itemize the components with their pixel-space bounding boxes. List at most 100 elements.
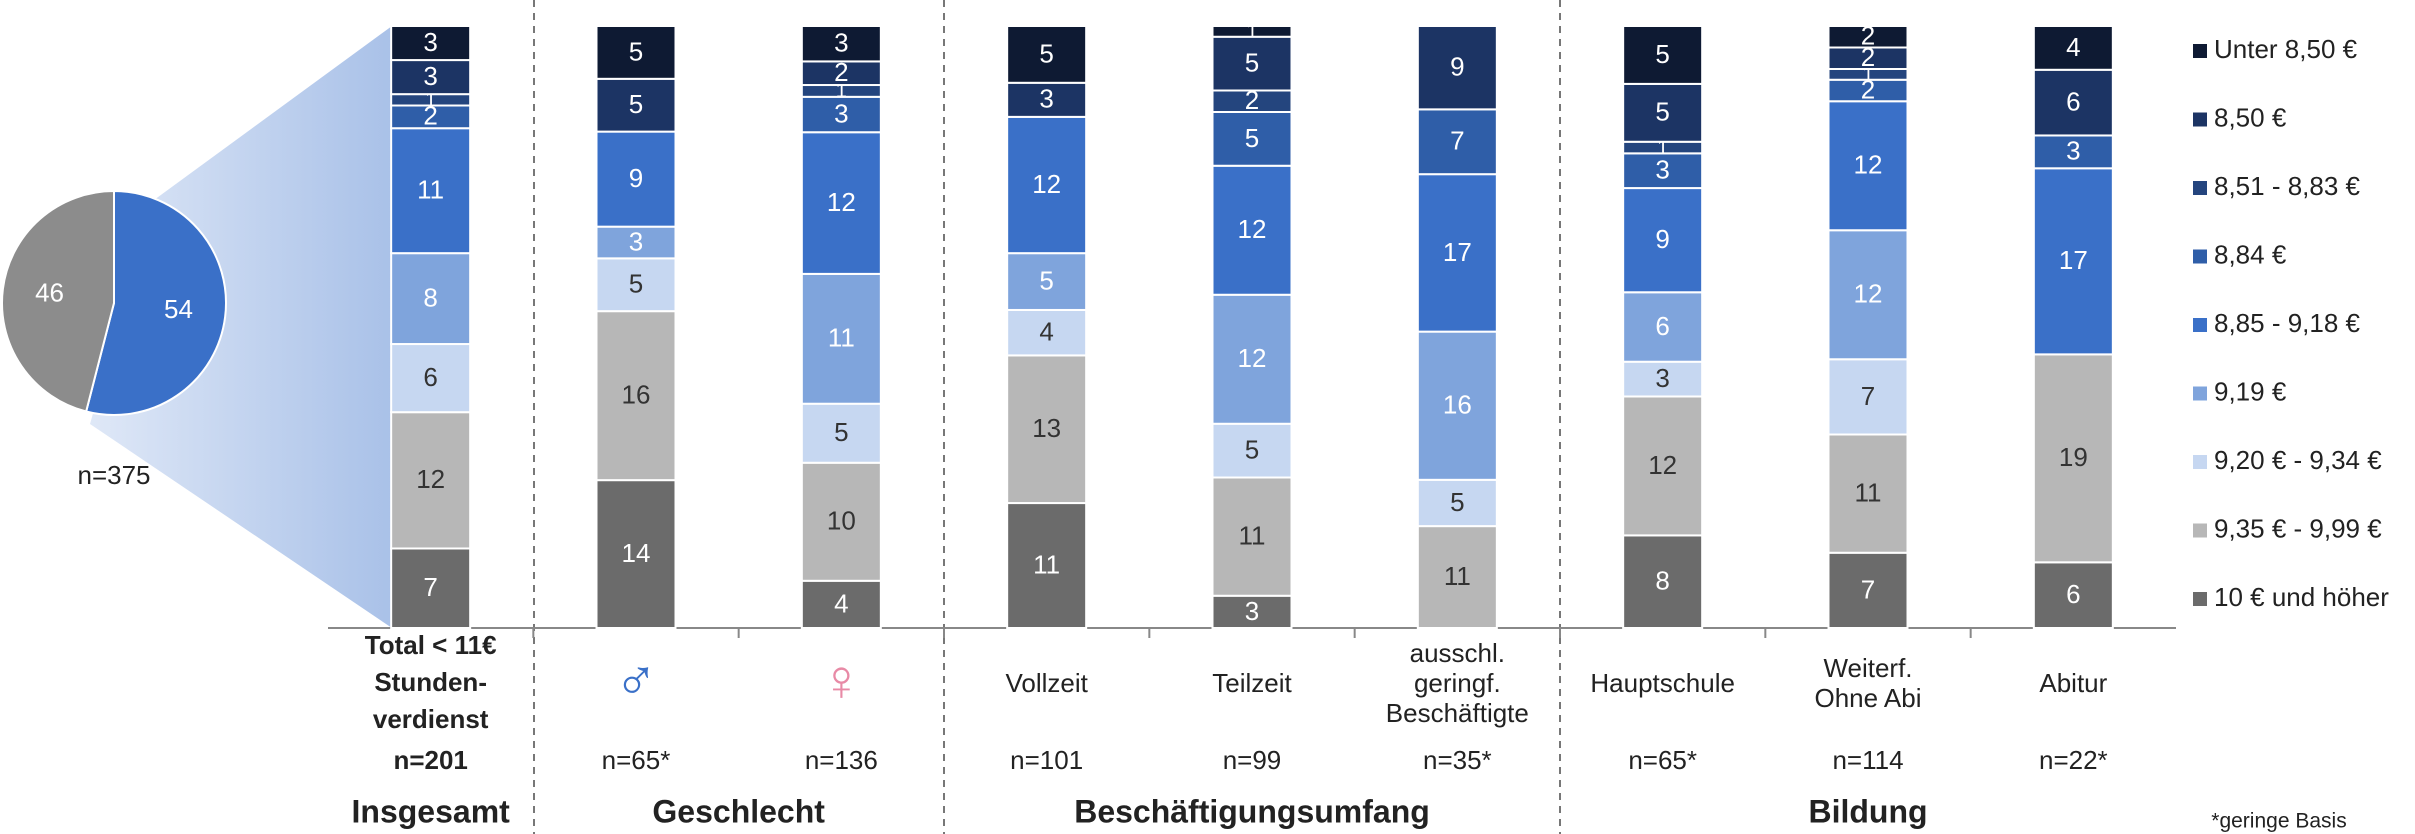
segment-label: 3 — [1245, 596, 1259, 626]
n-label: n=35* — [1423, 745, 1492, 775]
segment-label: 14 — [622, 538, 651, 568]
x-tick-label: ausschl. geringf. Beschäftigte — [1386, 638, 1529, 728]
bar-segment — [595, 479, 677, 629]
n-label: n=22* — [2039, 745, 2108, 775]
segment-label: 5 — [1655, 97, 1669, 127]
n-label: n=201 — [393, 745, 467, 775]
segment-label: 6 — [1655, 311, 1669, 341]
segment-label: 12 — [1854, 150, 1883, 180]
legend-label: 8,84 € — [2214, 239, 2287, 269]
bar-segment — [1827, 433, 1909, 554]
segment-label: 4 — [1039, 317, 1053, 347]
segment-label: 5 — [1039, 265, 1053, 295]
segment-label: 11 — [417, 175, 444, 205]
x-tick-label: Teilzeit — [1212, 668, 1292, 698]
bar-segment — [1006, 354, 1088, 505]
x-tick-label: Weiterf. Ohne Abi — [1815, 653, 1922, 713]
segment-label: 6 — [2066, 86, 2080, 116]
legend-label: 8,51 - 8,83 € — [2214, 171, 2361, 201]
segment-label: 1 — [425, 89, 436, 111]
bar-segment — [1827, 551, 1909, 629]
pie-n-label: n=375 — [77, 460, 150, 490]
segment-label: 9 — [1655, 224, 1669, 254]
n-label: n=65* — [1628, 745, 1697, 775]
pie-slice — [1, 189, 115, 413]
legend-swatch — [2193, 592, 2207, 606]
legend-label: 9,19 € — [2214, 376, 2287, 406]
legend-swatch — [2193, 249, 2207, 264]
legend-swatch — [2193, 386, 2207, 401]
segment-label: 5 — [1245, 123, 1259, 153]
segment-label: 9 — [1450, 52, 1464, 82]
bar-segment — [800, 25, 882, 63]
segment-label: 13 — [1032, 413, 1061, 443]
segment-label: 7 — [423, 572, 437, 602]
legend-swatch — [2193, 181, 2207, 195]
bar-segment — [2032, 68, 2114, 137]
segment-label: 3 — [2066, 136, 2080, 166]
bar-segment — [1622, 152, 1704, 190]
legend-swatch — [2193, 455, 2207, 469]
bar-segment — [1211, 293, 1293, 425]
segment-label: 5 — [629, 89, 643, 119]
bar-segment — [390, 25, 472, 62]
segment-label: 2 — [1861, 21, 1875, 51]
segment-label: 1 — [1862, 64, 1873, 86]
segment-label: 4 — [2066, 32, 2080, 62]
bar-segment — [800, 402, 882, 464]
bar-segment — [1827, 358, 1909, 436]
bar-segment — [1006, 25, 1088, 84]
segment-label: 5 — [1245, 435, 1259, 465]
segment-label: 1 — [1657, 137, 1668, 159]
segment-label: 7 — [1450, 126, 1464, 156]
segment-label: 12 — [1854, 279, 1883, 309]
segment-label: 2 — [1245, 85, 1259, 115]
group-label: Insgesamt — [352, 793, 511, 829]
bar-segment — [1416, 108, 1498, 176]
segment-label: 4 — [834, 588, 848, 618]
x-tick-label: Abitur — [2039, 668, 2107, 698]
bar-segment — [1622, 534, 1704, 630]
segment-label: 8 — [423, 282, 437, 312]
bar-segment — [1006, 502, 1088, 630]
bar-segment — [1622, 25, 1704, 85]
legend-swatch — [2193, 44, 2207, 58]
segment-label: 11 — [1239, 521, 1266, 551]
bar-segment — [595, 130, 677, 228]
segment-label: 11 — [1855, 478, 1882, 508]
segment-label: 6 — [423, 362, 437, 392]
pie-slice — [84, 189, 227, 416]
segment-label: 5 — [629, 269, 643, 299]
segment-label: 3 — [423, 61, 437, 91]
bar-segment — [1416, 478, 1498, 528]
segment-label: 3 — [1655, 363, 1669, 393]
x-tick-label: ♀ — [820, 648, 864, 713]
pie-label: 46 — [35, 278, 64, 308]
segment-label: 2 — [1861, 42, 1875, 72]
segment-label: 5 — [834, 417, 848, 447]
segment-label: 7 — [1861, 574, 1875, 604]
legend-label: 8,50 € — [2214, 102, 2287, 132]
segment-label: 3 — [834, 28, 848, 58]
bar-segment — [1211, 594, 1293, 629]
legend-label: 9,35 € - 9,99 € — [2214, 513, 2382, 543]
segment-label: 12 — [416, 464, 445, 494]
footnote: *geringe Basis — [2211, 810, 2346, 833]
bar-segment — [1211, 476, 1293, 597]
x-tick-label: Vollzeit — [1005, 668, 1088, 698]
bar-segment — [1211, 35, 1293, 92]
legend-swatch — [2193, 112, 2207, 127]
group-label: Bildung — [1808, 793, 1927, 829]
bar-segment — [1622, 187, 1704, 294]
x-tick-label: Hauptschule — [1590, 668, 1735, 698]
n-label: n=114 — [1832, 745, 1903, 775]
segment-label: 3 — [629, 226, 643, 256]
segment-label: 7 — [1861, 381, 1875, 411]
bar-segment — [1622, 395, 1704, 537]
zoom-wedge — [90, 26, 392, 628]
segment-label: 2 — [834, 57, 848, 87]
segment-label: 11 — [828, 323, 855, 353]
bar-segment — [1211, 111, 1293, 167]
segment-label: 3 — [1039, 84, 1053, 114]
